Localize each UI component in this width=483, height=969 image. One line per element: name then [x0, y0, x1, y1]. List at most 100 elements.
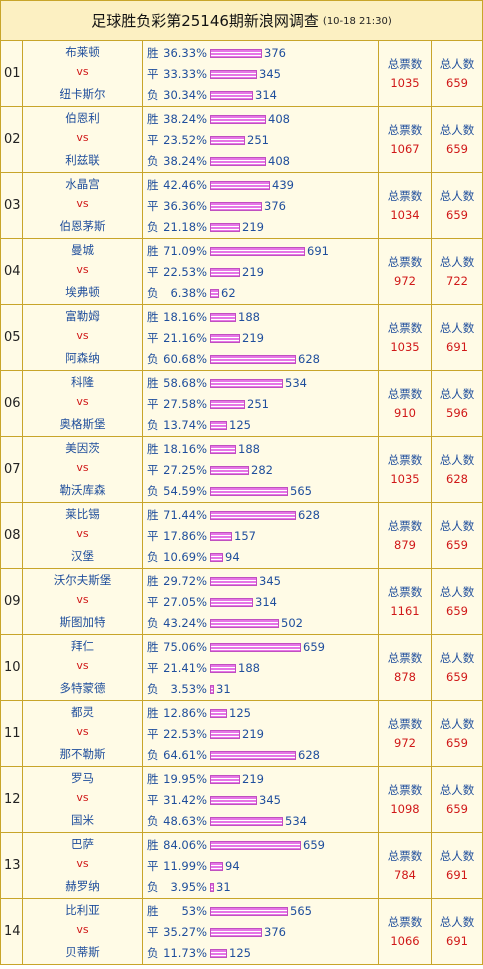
total-people-value: 659 [446, 76, 468, 90]
lose-vote-bar [210, 948, 227, 958]
win-vote-count: 219 [242, 772, 264, 786]
win-percent: 58.68% [163, 376, 207, 390]
total-people-label: 总人数 [439, 783, 475, 797]
win-percent: 19.95% [163, 772, 207, 786]
away-team-link[interactable]: 阿森纳 [65, 351, 100, 365]
draw-vote-line: 平 21.16% 219 [147, 329, 264, 347]
total-votes-value: 910 [394, 406, 416, 420]
total-people-label: 总人数 [439, 453, 475, 467]
match-row: 09 沃尔夫斯堡 vs 斯图加特 胜 29.72% 345 平 27.05% 314 负 43.24%… [0, 569, 483, 635]
match-row: 06 科隆 vs 奥格斯堡 胜 58.68% 534 平 27.58% 251 负 13.74% 125… [0, 371, 483, 437]
win-vote-bar [210, 246, 305, 256]
total-votes-label: 总票数 [387, 717, 423, 731]
lose-label: 负 [147, 748, 159, 762]
draw-vote-count: 219 [242, 727, 264, 741]
away-team-link[interactable]: 国米 [71, 813, 94, 827]
match-teams: 科隆 vs 奥格斯堡 [23, 371, 143, 436]
lose-vote-bar [210, 618, 279, 628]
home-team-link[interactable]: 布莱顿 [65, 45, 100, 59]
vote-distribution: 胜 71.44% 628 平 17.86% 157 负 10.69% 94 [143, 503, 379, 568]
match-row: 03 水晶宫 vs 伯恩茅斯 胜 42.46% 439 平 36.36% 376 负 21.18% 21… [0, 173, 483, 239]
total-votes-value: 972 [394, 736, 416, 750]
away-team-link[interactable]: 汉堡 [71, 549, 94, 563]
home-team-link[interactable]: 富勒姆 [65, 309, 100, 323]
lose-vote-count: 534 [285, 814, 307, 828]
total-people-cell: 总人数 628 [432, 437, 482, 502]
vs-label: vs [76, 593, 89, 606]
home-team-link[interactable]: 曼城 [71, 243, 94, 257]
draw-vote-count: 376 [264, 925, 286, 939]
match-number: 11 [1, 701, 23, 766]
away-team-link[interactable]: 勒沃库森 [59, 483, 106, 497]
total-votes-label: 总票数 [387, 387, 423, 401]
total-votes-cell: 总票数 879 [379, 503, 432, 568]
draw-vote-line: 平 31.42% 345 [147, 791, 281, 809]
win-vote-line: 胜 36.33% 376 [147, 44, 286, 62]
total-people-label: 总人数 [439, 519, 475, 533]
total-votes-label: 总票数 [387, 453, 423, 467]
total-votes-cell: 总票数 784 [379, 833, 432, 898]
total-votes-cell: 总票数 1035 [379, 437, 432, 502]
away-team-link[interactable]: 伯恩茅斯 [59, 219, 106, 233]
away-team-link[interactable]: 埃弗顿 [65, 285, 100, 299]
away-team-link[interactable]: 贝蒂斯 [65, 945, 100, 959]
win-vote-count: 188 [238, 310, 260, 324]
match-number: 01 [1, 41, 23, 106]
lose-vote-count: 31 [216, 682, 231, 696]
win-vote-bar [210, 378, 283, 388]
total-votes-label: 总票数 [387, 651, 423, 665]
total-votes-cell: 总票数 972 [379, 239, 432, 304]
total-votes-label: 总票数 [387, 783, 423, 797]
home-team-link[interactable]: 巴萨 [71, 837, 94, 851]
draw-vote-count: 345 [259, 793, 281, 807]
win-vote-line: 胜 71.09% 691 [147, 242, 329, 260]
lose-vote-count: 62 [221, 286, 236, 300]
home-team-link[interactable]: 水晶宫 [65, 177, 100, 191]
match-row: 11 都灵 vs 那不勒斯 胜 12.86% 125 平 22.53% 219 负 64.61% 628… [0, 701, 483, 767]
home-team-link[interactable]: 沃尔夫斯堡 [53, 573, 112, 587]
lose-vote-bar [210, 486, 288, 496]
draw-vote-count: 157 [234, 529, 256, 543]
away-team-link[interactable]: 利兹联 [65, 153, 100, 167]
lose-vote-bar [210, 222, 240, 232]
home-team-link[interactable]: 都灵 [71, 705, 94, 719]
lose-vote-bar [210, 420, 227, 430]
home-team-link[interactable]: 罗马 [71, 771, 94, 785]
win-vote-line: 胜 18.16% 188 [147, 308, 260, 326]
lose-vote-line: 负 13.74% 125 [147, 416, 251, 434]
home-team-link[interactable]: 科隆 [71, 375, 94, 389]
win-percent: 29.72% [163, 574, 207, 588]
away-team-link[interactable]: 赫罗纳 [65, 879, 100, 893]
away-team-link[interactable]: 斯图加特 [59, 615, 106, 629]
draw-vote-count: 282 [251, 463, 273, 477]
away-team-link[interactable]: 多特蒙德 [59, 681, 106, 695]
home-team-link[interactable]: 莱比锡 [65, 507, 100, 521]
win-vote-bar [210, 708, 227, 718]
draw-label: 平 [147, 199, 159, 213]
vs-label: vs [76, 131, 89, 144]
home-team-link[interactable]: 拜仁 [71, 639, 94, 653]
lose-label: 负 [147, 682, 159, 696]
win-label: 胜 [147, 508, 159, 522]
win-vote-line: 胜 53% 565 [147, 902, 312, 920]
total-votes-cell: 总票数 878 [379, 635, 432, 700]
draw-vote-line: 平 27.25% 282 [147, 461, 273, 479]
home-team-link[interactable]: 比利亚 [65, 903, 100, 917]
win-label: 胜 [147, 772, 159, 786]
home-team-link[interactable]: 美因茨 [65, 441, 100, 455]
away-team-link[interactable]: 纽卡斯尔 [59, 87, 106, 101]
win-vote-line: 胜 12.86% 125 [147, 704, 251, 722]
draw-vote-line: 平 17.86% 157 [147, 527, 256, 545]
win-label: 胜 [147, 904, 159, 918]
win-vote-bar [210, 642, 301, 652]
total-people-cell: 总人数 659 [432, 173, 482, 238]
home-team-link[interactable]: 伯恩利 [65, 111, 100, 125]
away-team-link[interactable]: 那不勒斯 [59, 747, 106, 761]
total-votes-label: 总票数 [387, 849, 423, 863]
win-vote-bar [210, 906, 288, 916]
total-votes-cell: 总票数 1035 [379, 41, 432, 106]
draw-vote-line: 平 27.58% 251 [147, 395, 269, 413]
away-team-link[interactable]: 奥格斯堡 [59, 417, 106, 431]
lose-vote-count: 219 [242, 220, 264, 234]
draw-vote-line: 平 22.53% 219 [147, 725, 264, 743]
